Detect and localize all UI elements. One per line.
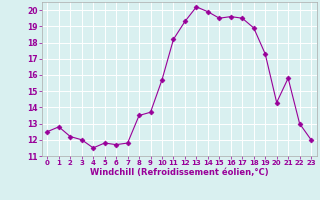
X-axis label: Windchill (Refroidissement éolien,°C): Windchill (Refroidissement éolien,°C): [90, 168, 268, 177]
